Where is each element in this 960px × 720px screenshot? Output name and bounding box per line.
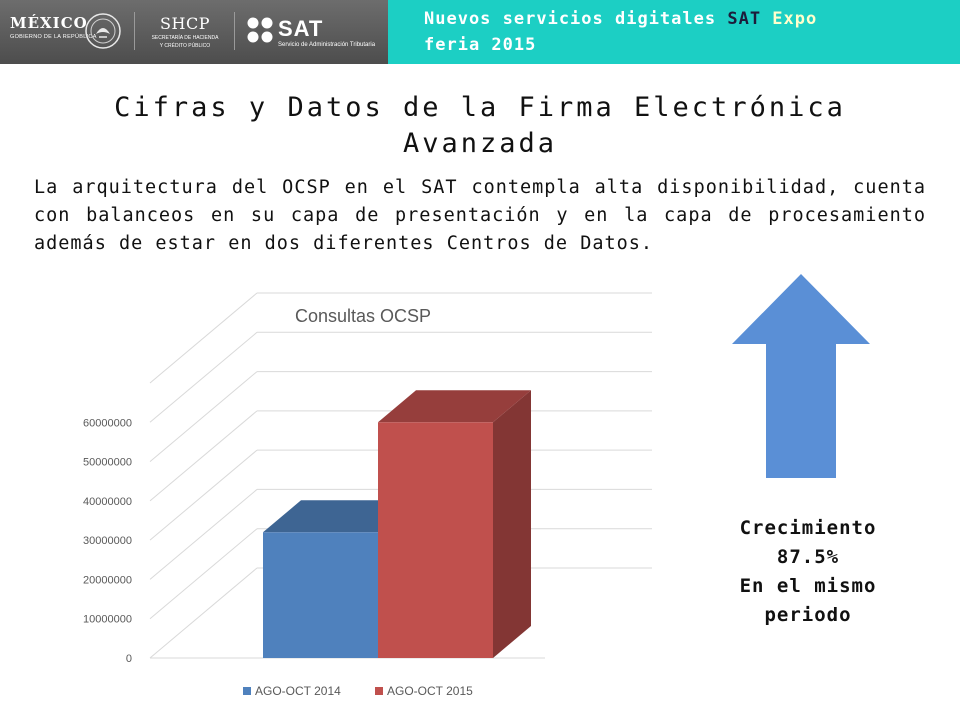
sat-logo-icon — [247, 17, 273, 43]
sat-logo-subtext: Servicio de Administración Tributaria — [278, 42, 376, 48]
bar-side-1 — [493, 390, 531, 658]
growth-caption-line: En el mismo — [739, 575, 877, 597]
growth-caption-line: Crecimiento — [739, 517, 877, 539]
growth-percentage: 87.5% — [776, 546, 840, 568]
legend-swatch — [375, 687, 383, 695]
header-logo-bar: MÉXICO GOBIERNO DE LA REPÚBLICA SHCP SEC… — [0, 0, 388, 64]
y-tick-label: 60000000 — [83, 417, 132, 429]
gridline — [149, 449, 258, 541]
shcp-logo-subtext-2: Y CRÉDITO PÚBLICO — [159, 43, 211, 49]
slide-body-text: La arquitectura del OCSP en el SAT conte… — [34, 177, 926, 254]
growth-caption: Crecimiento 87.5% En el mismo periodo — [700, 514, 916, 630]
mexico-logo: MÉXICO GOBIERNO DE LA REPÚBLICA — [10, 14, 97, 40]
sat-logo: SAT Servicio de Administración Tributari… — [246, 14, 386, 54]
mexico-logo-text: MÉXICO — [10, 14, 88, 32]
chart-title: Consultas OCSP — [295, 306, 431, 326]
y-tick-label: 30000000 — [83, 535, 132, 547]
y-tick-label: 0 — [126, 653, 132, 665]
gridline — [149, 331, 258, 423]
growth-arrow-icon — [732, 274, 870, 478]
y-tick-label: 40000000 — [83, 496, 132, 508]
bar-top-0 — [263, 500, 416, 533]
growth-caption-line: periodo — [764, 604, 852, 626]
national-seal-icon — [85, 13, 121, 49]
legend-label: AGO-OCT 2014 — [255, 684, 341, 698]
y-tick-label: 20000000 — [83, 574, 132, 586]
gridline — [149, 292, 258, 384]
header-event-banner — [388, 0, 960, 64]
gridline — [149, 371, 258, 462]
shcp-logo: SHCP SECRETARÍA DE HACIENDA Y CRÉDITO PÚ… — [148, 14, 222, 49]
bar-front-1 — [378, 422, 493, 658]
banner-prefix: Nuevos servicios digitales — [424, 9, 728, 29]
shcp-logo-subtext-1: SECRETARÍA DE HACIENDA — [151, 35, 219, 41]
banner-suffix: feria 2015 — [424, 35, 537, 55]
logo-divider — [234, 12, 235, 50]
banner-expo: Expo — [761, 9, 818, 29]
bar-front-0 — [263, 532, 378, 658]
gridline — [149, 567, 258, 659]
bar-top-1 — [378, 390, 531, 423]
mexico-logo-subtext: GOBIERNO DE LA REPÚBLICA — [10, 34, 97, 40]
y-tick-label: 50000000 — [83, 457, 132, 469]
logo-divider — [134, 12, 135, 50]
event-banner-text: Nuevos servicios digitales SAT Expo feri… — [424, 6, 944, 58]
gridline — [149, 410, 258, 502]
consultas-ocsp-chart: Consultas OCSP 0 10000000 20000000 30000000 4… — [83, 292, 652, 698]
sat-logo-text: SAT — [278, 16, 324, 41]
legend-swatch — [243, 687, 251, 695]
shcp-logo-text: SHCP — [160, 14, 210, 33]
legend-label: AGO-OCT 2015 — [387, 684, 473, 698]
banner-sat: SAT — [727, 9, 762, 29]
slide-title: Cifras y Datos de la Firma Electrónica A… — [114, 92, 846, 159]
gridline — [149, 489, 258, 580]
y-tick-label: 10000000 — [83, 614, 132, 626]
gridline — [149, 528, 258, 620]
